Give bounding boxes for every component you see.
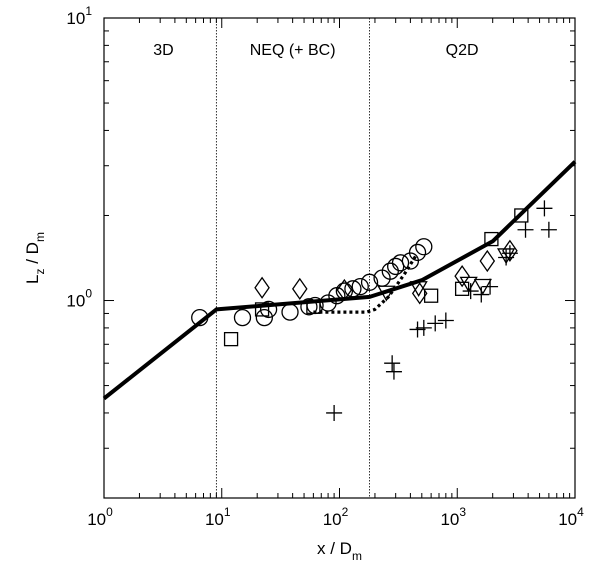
circle-marker — [387, 257, 405, 276]
x-axis-title-sub: m — [352, 549, 362, 563]
y-tick-label-exp: 0 — [85, 287, 92, 301]
dotted-line — [313, 254, 418, 314]
circle-marker — [255, 308, 273, 327]
plus-marker — [384, 355, 401, 372]
triangle-down-marker — [459, 276, 478, 293]
plus-marker — [501, 245, 518, 262]
x-tick-label-4: 104 — [558, 505, 584, 529]
y-axis-title: Lz / Dm — [23, 232, 47, 284]
circle-marker — [259, 300, 278, 319]
y-tick-label-1: 101 — [66, 4, 92, 28]
y-axis-title-mid: / D — [23, 242, 42, 268]
square-marker — [514, 208, 529, 223]
plus-marker — [409, 321, 426, 338]
plus-marker — [536, 200, 553, 217]
plus-marker — [427, 315, 444, 332]
x-tick-label-2: 102 — [323, 505, 349, 529]
x-tick-label-exp: 3 — [459, 505, 466, 519]
triangle-down-marker — [377, 285, 396, 302]
model-lines — [102, 160, 577, 401]
y-axis-title-main: L — [23, 274, 42, 283]
diamond-marker — [254, 276, 270, 299]
plus-marker — [473, 286, 490, 303]
x-tick-label-0: 100 — [87, 505, 113, 529]
y-axis-title-sub1: z — [33, 268, 47, 274]
plus-marker — [437, 312, 454, 329]
plus-marker — [517, 221, 534, 238]
square-marker — [223, 331, 239, 347]
y-axis-label: Lz / Dm — [23, 232, 47, 284]
circle-marker — [415, 238, 433, 256]
region-dividers — [215, 18, 370, 498]
y-tick-label-0: 100 — [66, 287, 92, 311]
solid-line — [102, 160, 577, 401]
plus-marker — [415, 319, 432, 336]
square-marker — [454, 281, 470, 296]
plus-marker — [326, 404, 343, 421]
x-tick-label-exp: 2 — [342, 505, 349, 519]
triangle-down-marker — [409, 281, 428, 298]
circle-marker — [300, 298, 318, 316]
plus-marker — [540, 221, 557, 238]
region-label-0: 3D — [153, 42, 173, 59]
diamond-marker — [454, 264, 470, 288]
circle-marker — [344, 280, 362, 298]
y-tick-label-base: 10 — [66, 292, 85, 311]
square-marker — [306, 299, 321, 314]
circle-marker — [360, 273, 379, 291]
x-tick-label-base: 10 — [440, 510, 459, 529]
diamond-marker — [336, 278, 353, 302]
diamond-marker — [479, 249, 496, 273]
circle-marker — [191, 308, 209, 327]
region-label-1: NEQ (+ BC) — [250, 42, 336, 59]
square-marker — [484, 231, 499, 247]
y-tick-label-exp: 1 — [85, 4, 92, 18]
x-tick-label-3: 103 — [440, 505, 466, 529]
x-axis-label: x / Dm — [317, 539, 362, 563]
circle-marker — [408, 243, 427, 262]
diamond-marker — [291, 277, 308, 300]
region-labels: 3D NEQ (+ BC) Q2D — [153, 42, 478, 59]
x-axis-title: x / Dm — [317, 539, 362, 563]
square-marker — [254, 302, 270, 317]
circle-marker — [381, 262, 399, 280]
plus-marker — [498, 249, 515, 266]
x-tick-label-base: 10 — [205, 510, 224, 529]
x-tick-label-base: 10 — [558, 510, 577, 529]
circle-marker — [351, 277, 369, 296]
circle-marker — [233, 308, 252, 327]
circle-marker — [281, 303, 299, 321]
y-tick-label-base: 10 — [66, 9, 85, 28]
x-tick-label-exp: 0 — [106, 505, 113, 519]
data-markers — [191, 200, 557, 421]
square-marker — [423, 288, 439, 303]
x-tick-label-base: 10 — [87, 510, 106, 529]
x-tick-label-exp: 4 — [577, 505, 584, 519]
x-tick-label-exp: 1 — [224, 505, 231, 519]
axis-ticks — [103, 17, 576, 499]
plus-marker — [462, 283, 479, 300]
x-axis-title-main: x / D — [317, 539, 352, 558]
x-tick-label-base: 10 — [323, 510, 342, 529]
plus-marker — [385, 363, 402, 380]
plus-marker — [482, 278, 499, 295]
circle-marker — [391, 254, 410, 272]
x-tick-label-1: 101 — [205, 505, 231, 529]
y-axis-title-sub2: m — [33, 232, 47, 242]
region-label-2: Q2D — [446, 42, 479, 59]
